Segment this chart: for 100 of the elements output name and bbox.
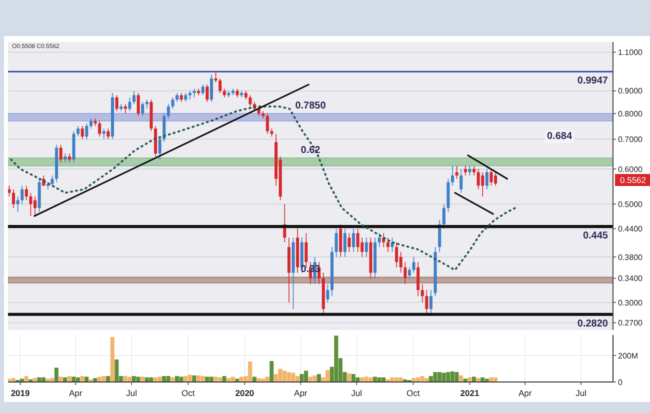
y-tick-label: 0.5000 xyxy=(618,200,644,209)
bar xyxy=(446,372,450,382)
bar xyxy=(286,372,291,382)
candlestick xyxy=(339,224,342,258)
x-tick-label: Jul xyxy=(126,388,138,398)
ref-line-label: 0.445 xyxy=(582,230,608,242)
bar xyxy=(316,374,321,382)
bar xyxy=(235,378,240,382)
bar xyxy=(334,336,338,382)
bar xyxy=(200,376,205,382)
bar xyxy=(67,376,72,382)
candlestick xyxy=(115,94,118,112)
candlestick xyxy=(24,185,28,201)
bar xyxy=(205,376,210,382)
y-tick-label: 1.1000 xyxy=(618,48,644,58)
bar xyxy=(80,376,84,382)
candlestick xyxy=(455,165,458,180)
bar xyxy=(136,376,140,382)
y-tick-label: 0.7000 xyxy=(618,135,644,144)
bar xyxy=(46,378,50,382)
bar xyxy=(450,371,454,382)
candlestick xyxy=(102,128,106,140)
y-tick-label: 0.3800 xyxy=(618,252,644,262)
bar xyxy=(308,376,312,382)
bar xyxy=(326,370,330,382)
bar xyxy=(300,374,304,382)
bar xyxy=(106,376,110,382)
x-tick-label: Apr xyxy=(69,388,82,398)
candlestick xyxy=(98,120,102,137)
candlestick xyxy=(476,168,480,190)
bar xyxy=(128,376,132,382)
bar xyxy=(230,376,235,382)
bar xyxy=(463,378,468,382)
x-tick-label: Jul xyxy=(576,388,587,398)
bar xyxy=(24,376,28,382)
candlestick xyxy=(8,185,11,197)
candlestick xyxy=(442,204,446,230)
x-tick-label: 2020 xyxy=(235,388,254,398)
candlestick xyxy=(76,126,80,137)
bar xyxy=(458,375,463,382)
candlestick xyxy=(490,168,493,186)
candlestick xyxy=(378,232,381,248)
y-tick-label: 0 xyxy=(618,378,623,387)
y-tick-label: 200M xyxy=(618,351,638,360)
candlestick xyxy=(106,128,110,140)
x-tick-label: 2019 xyxy=(10,388,30,398)
bar xyxy=(184,376,188,382)
candlestick xyxy=(89,118,92,129)
bar xyxy=(222,376,226,382)
candlestick xyxy=(141,101,144,116)
candlestick xyxy=(136,92,140,116)
candlestick xyxy=(158,136,162,160)
bar xyxy=(84,376,89,382)
candlestick xyxy=(408,266,411,279)
candlestick xyxy=(412,256,416,274)
candlestick xyxy=(68,153,71,164)
candlestick xyxy=(171,97,174,110)
y-tick-label: 0.3000 xyxy=(618,298,644,308)
candlestick xyxy=(326,284,330,303)
candlestick xyxy=(12,188,16,208)
candlestick xyxy=(166,104,170,119)
bar xyxy=(278,368,282,382)
bar xyxy=(174,376,179,382)
bar xyxy=(252,376,256,382)
candlestick xyxy=(334,228,338,258)
candlestick xyxy=(162,113,166,142)
y-tick-label: 0.4400 xyxy=(618,224,644,234)
band-label: 0.62 xyxy=(300,145,321,156)
x-tick-label: Apr xyxy=(518,388,532,398)
candlestick xyxy=(472,165,476,176)
candlestick xyxy=(132,90,136,105)
bar xyxy=(312,375,317,382)
candlestick xyxy=(85,123,88,140)
bar xyxy=(433,372,438,382)
bar xyxy=(484,378,489,382)
bar xyxy=(248,361,252,382)
bar xyxy=(179,376,184,382)
candlestick xyxy=(266,113,269,134)
candlestick xyxy=(218,78,222,94)
candlestick xyxy=(16,196,20,212)
bar xyxy=(123,376,128,382)
bar xyxy=(72,376,76,382)
y-tick-label: 0.8000 xyxy=(618,109,644,118)
candlestick xyxy=(481,172,484,197)
candlestick xyxy=(364,237,368,258)
candlestick xyxy=(352,228,356,252)
candlestick xyxy=(248,94,252,107)
y-tick-label: 0.3400 xyxy=(618,274,644,284)
candlestick xyxy=(485,168,488,190)
x-tick-label: Jul xyxy=(351,388,362,398)
candlestick xyxy=(201,84,204,96)
bar xyxy=(114,359,119,382)
candlestick xyxy=(20,185,24,204)
candlestick xyxy=(395,242,398,268)
bar xyxy=(214,376,218,382)
bar xyxy=(291,372,296,382)
bar xyxy=(192,375,196,382)
candlestick xyxy=(59,144,62,164)
bar xyxy=(20,378,24,382)
x-tick-label: 2021 xyxy=(460,388,480,398)
